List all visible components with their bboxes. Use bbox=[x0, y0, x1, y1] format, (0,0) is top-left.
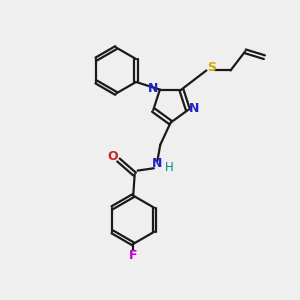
Text: F: F bbox=[129, 249, 137, 262]
Text: N: N bbox=[148, 82, 159, 94]
Text: H: H bbox=[165, 161, 173, 174]
Text: N: N bbox=[189, 102, 200, 115]
Text: N: N bbox=[152, 157, 163, 170]
Text: O: O bbox=[107, 150, 118, 163]
Text: S: S bbox=[207, 61, 216, 74]
